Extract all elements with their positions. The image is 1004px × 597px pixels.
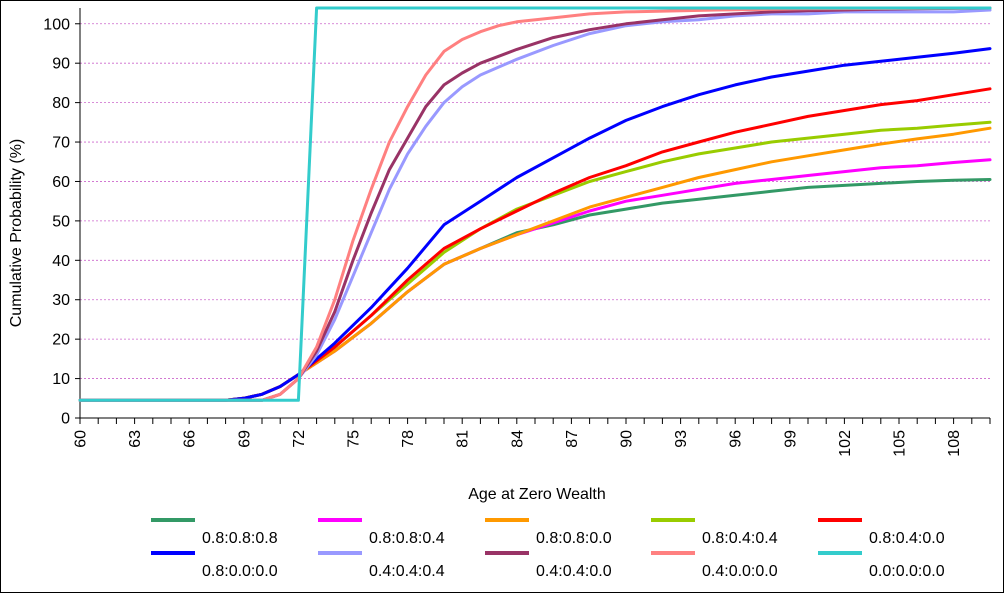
legend-item: 0.8:0.0:0.0 — [151, 551, 278, 580]
x-tick-label: 60 — [73, 430, 90, 448]
legend-item: 0.0:0.0:0.0 — [818, 551, 945, 580]
x-axis-ticks: 60 63 66 69 72 75 78 81 84 87 90 93 96 99 102 105 108 — [73, 418, 991, 457]
legend-label: 0.4:0.4:0.4 — [369, 563, 445, 580]
legend-item: 0.8:0.8:0.0 — [485, 518, 612, 547]
legend-label: 0.8:0.8:0.8 — [202, 530, 278, 547]
y-axis-ticks: 0 10 20 30 40 50 60 70 80 90 100 — [43, 16, 80, 428]
y-tick-label: 90 — [52, 56, 70, 73]
y-tick-label: 20 — [52, 332, 70, 349]
legend-label: 0.0:0.0:0.0 — [869, 563, 945, 580]
y-tick-label: 30 — [52, 292, 70, 309]
y-tick-label: 100 — [43, 16, 70, 33]
x-tick-label: 63 — [127, 430, 144, 448]
legend-label: 0.4:0.4:0.0 — [536, 563, 612, 580]
y-tick-label: 70 — [52, 135, 70, 152]
x-tick-label: 99 — [782, 430, 799, 448]
x-tick-label: 84 — [509, 430, 526, 448]
legend-label: 0.8:0.0:0.0 — [202, 563, 278, 580]
y-tick-label: 40 — [52, 253, 70, 270]
legend-item: 0.4:0.4:0.4 — [318, 551, 445, 580]
y-tick-label: 10 — [52, 371, 70, 388]
series-line-0.8:0.4:0.4 — [78, 120, 992, 402]
x-axis-label: Age at Zero Wealth — [468, 486, 606, 503]
legend-label: 0.4:0.0:0.0 — [702, 563, 778, 580]
legend-label: 0.8:0.8:0.0 — [536, 530, 612, 547]
legend-item: 0.8:0.8:0.4 — [318, 518, 445, 547]
series-line-0.4:0.4:0.0 — [78, 6, 992, 402]
series-line-0.8:0.0:0.0 — [78, 47, 992, 402]
series-line-0.0:0.0:0.0 — [78, 6, 992, 402]
legend-item: 0.4:0.0:0.0 — [651, 551, 778, 580]
y-tick-label: 80 — [52, 95, 70, 112]
series-line-0.8:0.4:0.0 — [78, 87, 992, 402]
series-lines — [78, 6, 992, 402]
x-tick-label: 96 — [728, 430, 745, 448]
series-line-0.8:0.8:0.8 — [78, 178, 992, 402]
legend-item: 0.8:0.4:0.4 — [651, 518, 778, 547]
legend-item: 0.4:0.4:0.0 — [485, 551, 612, 580]
legend-label: 0.8:0.4:0.4 — [702, 530, 778, 547]
x-tick-label: 90 — [619, 430, 636, 448]
legend-item: 0.8:0.4:0.0 — [818, 518, 945, 547]
x-tick-label: 69 — [236, 430, 253, 448]
legend: 0.8:0.8:0.8 0.8:0.8:0.4 0.8:0.8:0.0 0.8:0.4… — [151, 518, 945, 580]
x-tick-label: 66 — [182, 430, 199, 448]
x-tick-label: 87 — [564, 430, 581, 448]
y-tick-label: 50 — [52, 213, 70, 230]
x-tick-label: 72 — [291, 430, 308, 448]
legend-label: 0.8:0.4:0.0 — [869, 530, 945, 547]
x-tick-label: 102 — [837, 430, 854, 457]
x-tick-label: 81 — [455, 430, 472, 448]
legend-item: 0.8:0.8:0.8 — [151, 518, 278, 547]
legend-label: 0.8:0.8:0.4 — [369, 530, 445, 547]
axes — [79, 8, 990, 419]
x-tick-label: 105 — [892, 430, 909, 457]
series-line-0.4:0.0:0.0 — [78, 6, 992, 402]
x-tick-label: 78 — [400, 430, 417, 448]
x-tick-label: 93 — [673, 430, 690, 448]
y-tick-label: 60 — [52, 174, 70, 191]
y-tick-label: 0 — [61, 411, 70, 428]
y-axis-label: Cumulative Probability (%) — [8, 139, 25, 328]
series-line-0.8:0.8:0.4 — [78, 158, 992, 402]
x-tick-label: 75 — [346, 430, 363, 448]
x-tick-label: 108 — [946, 430, 963, 457]
series-line-0.4:0.4:0.4 — [78, 8, 992, 402]
